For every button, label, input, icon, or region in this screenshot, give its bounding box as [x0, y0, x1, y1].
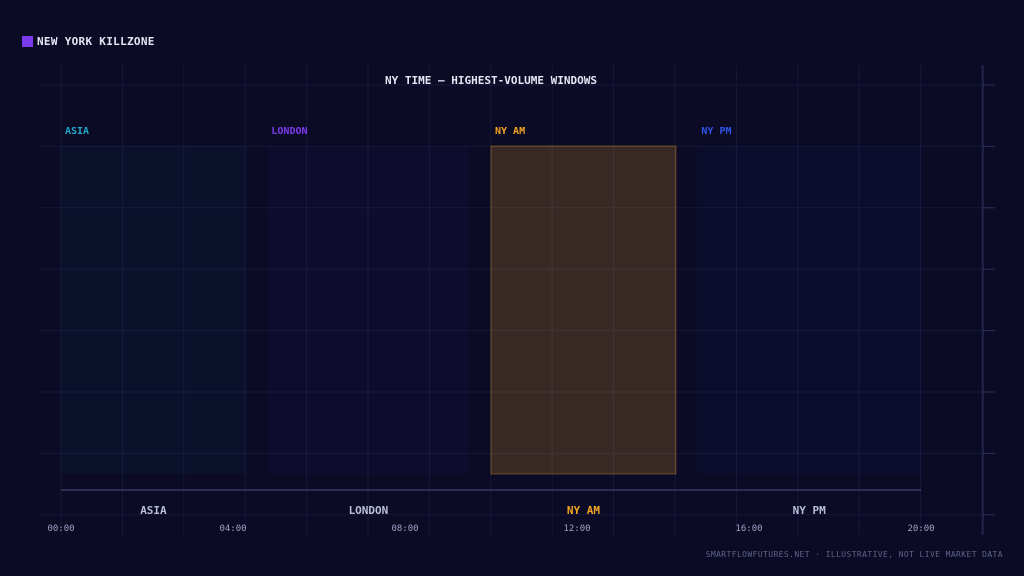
session-label-top: NY AM: [495, 126, 525, 137]
session-label-bottom: NY AM: [567, 504, 600, 517]
legend-label: NEW YORK KILLZONE: [37, 35, 155, 48]
x-tick-label: 04:00: [219, 524, 246, 534]
session-bands: [61, 145, 921, 475]
session-band: [267, 146, 469, 474]
session-band: [490, 145, 677, 475]
session-label-bottom: LONDON: [349, 504, 389, 517]
session-band: [61, 146, 246, 474]
legend: NEW YORK KILLZONE: [22, 35, 155, 48]
chart-title: NY TIME — HIGHEST-VOLUME WINDOWS: [385, 74, 597, 87]
session-label-bottom: NY PM: [793, 504, 826, 517]
session-labels: 00:00 04:00 08:00 12:00 16:00 20:00 ASIA ASIA LO…: [47, 126, 934, 534]
session-label-top: ASIA: [65, 126, 89, 137]
x-tick-label: 00:00: [47, 524, 74, 534]
x-tick-label: 08:00: [391, 524, 418, 534]
grid: [40, 65, 995, 535]
legend-swatch: [22, 36, 33, 47]
footer-note: SMARTFLOWFUTURES.NET · ILLUSTRATIVE, NOT…: [705, 550, 1003, 559]
session-band: [697, 146, 921, 474]
x-tick-label: 20:00: [907, 524, 934, 534]
session-label-bottom: ASIA: [140, 504, 167, 517]
session-label-top: LONDON: [271, 126, 307, 137]
session-label-top: NY PM: [701, 126, 731, 137]
x-tick-label: 12:00: [563, 524, 590, 534]
x-tick-label: 16:00: [735, 524, 762, 534]
